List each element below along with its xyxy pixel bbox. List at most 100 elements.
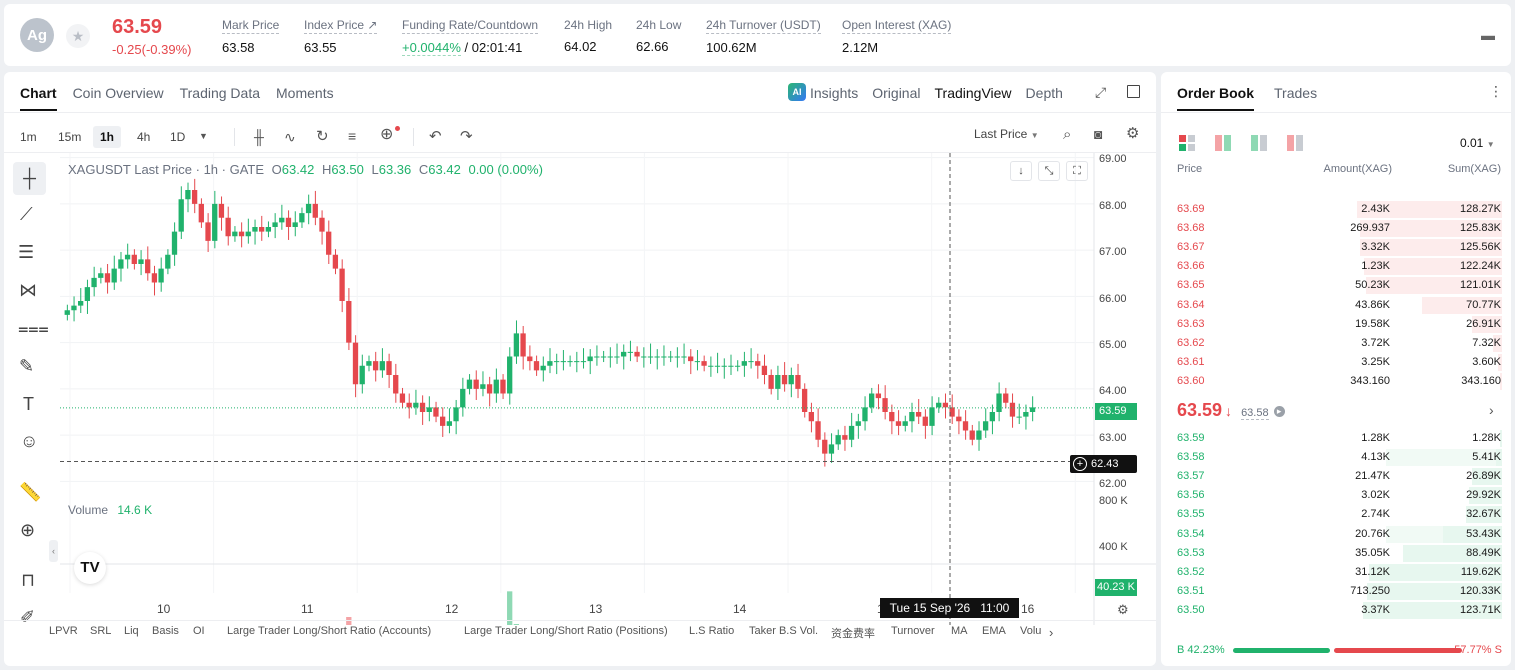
bid-row[interactable]: 63.55 2.74K 32.67K <box>1177 505 1502 524</box>
indicator-liq[interactable]: Liq <box>124 625 139 637</box>
bid-row[interactable]: 63.54 20.76K 53.43K <box>1177 525 1502 544</box>
indicator-ma[interactable]: MA <box>951 625 968 637</box>
view-asks-icon[interactable] <box>1287 135 1303 151</box>
scroll-down-icon[interactable]: ↓ <box>1010 161 1032 181</box>
indicator-srl[interactable]: SRL <box>90 625 112 637</box>
add-indicator-icon[interactable]: ⊕ <box>380 126 400 143</box>
timeframe-1h[interactable]: 1h <box>93 126 122 148</box>
stat-index-price[interactable]: Index Price ↗ 63.55 <box>304 18 378 55</box>
search-icon[interactable]: ⌕ <box>1063 126 1072 143</box>
window-icon[interactable] <box>1127 85 1140 98</box>
candle <box>158 268 164 283</box>
magnet-icon[interactable]: ⊓ <box>21 570 36 590</box>
templates-icon[interactable]: ≡ <box>348 128 357 144</box>
horizontal-lines-icon[interactable]: ☰ <box>18 242 35 262</box>
indicator-ls-positions[interactable]: Large Trader Long/Short Ratio (Positions… <box>464 625 668 637</box>
timeframe-15m[interactable]: 15m <box>58 130 82 144</box>
compare-icon[interactable]: ↻ <box>316 128 329 145</box>
brush-icon[interactable]: ✎ <box>19 356 35 376</box>
bid-row[interactable]: 63.58 4.13K 5.41K <box>1177 448 1502 467</box>
indicator-ls-accounts[interactable]: Large Trader Long/Short Ratio (Accounts) <box>227 625 432 637</box>
ask-row[interactable]: 63.69 2.43K 128.27K <box>1177 200 1502 219</box>
view-insights[interactable]: Insights <box>810 85 859 101</box>
view-split-icon[interactable] <box>1215 135 1231 151</box>
add-alert-icon[interactable]: + <box>1073 457 1087 471</box>
price-chart[interactable] <box>60 153 1156 625</box>
view-original[interactable]: Original <box>872 85 921 101</box>
indicator-oi[interactable]: OI <box>193 625 205 637</box>
text-tool-icon[interactable]: T <box>23 394 34 414</box>
redo-icon[interactable]: ↷ <box>460 128 473 145</box>
stat-value: 62.66 <box>636 39 669 54</box>
indicator-ls-ratio[interactable]: L.S Ratio <box>689 625 735 637</box>
favorite-star-icon[interactable]: ★ <box>66 24 90 48</box>
candle <box>1009 402 1016 417</box>
trend-line-icon[interactable]: ⟋ <box>20 204 33 224</box>
mid-price-row[interactable]: 63.59 ↓ 63.58 ▸ <box>1177 400 1285 421</box>
maximize-icon[interactable]: ⛶ <box>1066 161 1088 181</box>
tab-trades[interactable]: Trades <box>1274 85 1318 101</box>
ask-row[interactable]: 63.67 3.32K 125.56K <box>1177 238 1502 257</box>
chevron-right-icon[interactable]: › <box>1049 625 1054 640</box>
bid-row[interactable]: 63.50 3.37K 123.71K <box>1177 601 1502 620</box>
view-tradingview[interactable]: TradingView <box>934 85 1012 101</box>
ai-insights-icon[interactable]: AI <box>788 83 806 101</box>
ask-row[interactable]: 63.64 43.86K 70.77K <box>1177 296 1502 315</box>
expand-icon[interactable]: ⤢ <box>1095 84 1107 100</box>
book-icon[interactable]: ▬ <box>1481 27 1495 43</box>
ask-row[interactable]: 63.68 269.937 125.83K <box>1177 219 1502 238</box>
candle-type-icon[interactable]: ╫ <box>254 129 264 145</box>
mid-mark-price: 63.58 <box>1241 407 1269 420</box>
ask-row[interactable]: 63.62 3.72K 7.32K <box>1177 334 1502 353</box>
bid-row[interactable]: 63.53 35.05K 88.49K <box>1177 544 1502 563</box>
indicator-lpvr[interactable]: LPVR <box>49 625 78 637</box>
volume-legend: Volume 14.6 K <box>68 503 152 517</box>
more-options-icon[interactable]: ⋮ <box>1489 83 1503 99</box>
view-bids-icon[interactable] <box>1251 135 1267 151</box>
collapse-icon[interactable]: ⤡ <box>1038 161 1060 181</box>
zoom-in-icon[interactable]: ⊕ <box>20 520 36 540</box>
indicator-basis[interactable]: Basis <box>152 625 179 637</box>
indicator-turnover[interactable]: Turnover <box>891 625 935 637</box>
indicator-volume[interactable]: Volu <box>1020 625 1042 637</box>
bid-row[interactable]: 63.59 1.28K 1.28K <box>1177 429 1502 448</box>
bid-row[interactable]: 63.56 3.02K 29.92K <box>1177 486 1502 505</box>
camera-icon[interactable]: ◙ <box>1094 126 1103 142</box>
lock-drawing-icon[interactable]: ✐ <box>20 607 36 627</box>
view-depth[interactable]: Depth <box>1025 85 1063 101</box>
gear-icon[interactable]: ⚙ <box>1126 125 1140 142</box>
crosshair-icon[interactable]: ┼ <box>13 162 46 195</box>
indicator-taker-vol[interactable]: Taker B.S Vol. <box>749 625 819 637</box>
tab-trading-data[interactable]: Trading Data <box>179 85 261 101</box>
timeframe-1d[interactable]: 1D <box>170 130 186 144</box>
timeframe-1m[interactable]: 1m <box>20 130 37 144</box>
fib-retracement-icon[interactable]: ⩶ <box>18 318 49 338</box>
tab-order-book[interactable]: Order Book <box>1177 85 1255 111</box>
ask-row[interactable]: 63.61 3.25K 3.60K <box>1177 353 1502 372</box>
ask-row[interactable]: 63.66 1.23K 122.24K <box>1177 257 1502 276</box>
indicator-ema[interactable]: EMA <box>982 625 1006 637</box>
tab-chart[interactable]: Chart <box>20 85 57 111</box>
collapse-toolbar-button[interactable]: ‹ <box>49 540 58 562</box>
bid-row[interactable]: 63.57 21.47K 26.89K <box>1177 467 1502 486</box>
bid-row[interactable]: 63.52 31.12K 119.62K <box>1177 563 1502 582</box>
chart-settings-gear-icon[interactable]: ⚙ <box>1117 602 1129 617</box>
ask-row[interactable]: 63.65 50.23K 121.01K <box>1177 276 1502 295</box>
timeframe-4h[interactable]: 4h <box>137 130 151 144</box>
price-source-select[interactable]: Last Price ▼ <box>974 127 1039 141</box>
ask-row[interactable]: 63.60 343.160 343.160 <box>1177 372 1502 391</box>
tab-moments[interactable]: Moments <box>276 85 334 101</box>
bid-row[interactable]: 63.51 713.250 120.33K <box>1177 582 1502 601</box>
undo-icon[interactable]: ↶ <box>429 128 442 145</box>
emoji-icon[interactable]: ☺ <box>20 431 39 451</box>
indicators-icon[interactable]: ∿ <box>284 129 296 145</box>
indicator-funding-rate[interactable]: 资金费率 <box>831 628 875 640</box>
pattern-icon[interactable]: ⋈ <box>19 280 37 300</box>
ruler-icon[interactable]: 📏 <box>19 482 42 502</box>
view-both-icon[interactable] <box>1179 135 1195 151</box>
timeframe-dropdown-icon[interactable]: ▼ <box>199 131 208 141</box>
ask-row[interactable]: 63.63 19.58K 26.91K <box>1177 315 1502 334</box>
tab-coin-overview[interactable]: Coin Overview <box>72 85 164 101</box>
chevron-right-icon[interactable]: › <box>1489 402 1494 418</box>
precision-select[interactable]: 0.01 ▼ <box>1460 136 1495 150</box>
